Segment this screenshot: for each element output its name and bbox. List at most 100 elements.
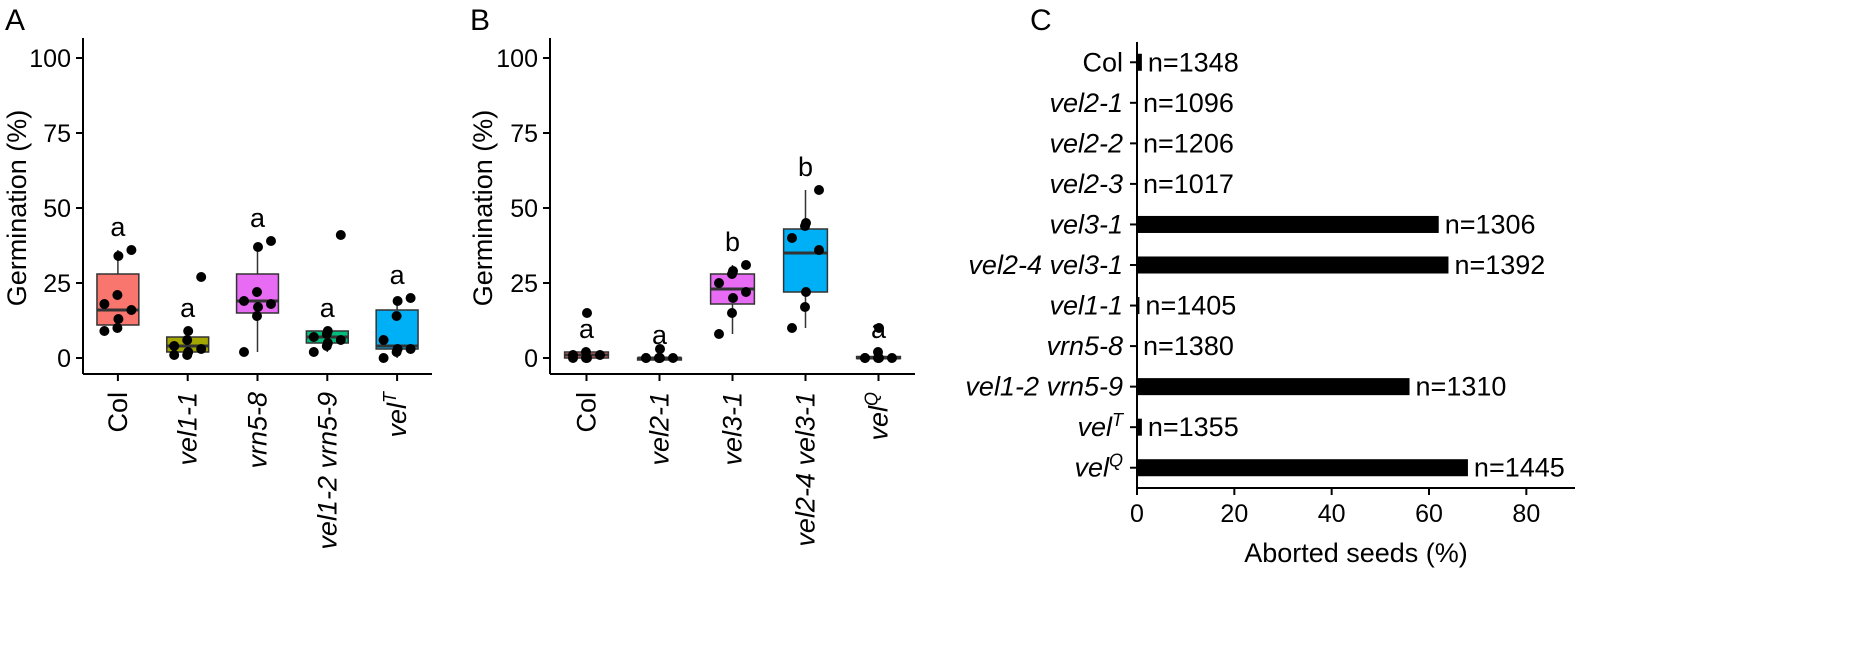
panel-a-y-tick-label: 25 — [43, 270, 71, 298]
panel-a-data-point — [113, 314, 124, 324]
panel-c-barchart: 0 20 40 60 80 Aborted seeds (%) Col n=1348 vel2-… — [965, 42, 1575, 568]
panel-b-data-point — [728, 266, 738, 276]
panel-a-boxplot: 0 25 50 75 100 Germination (%) a Col a vel1-1 a vrn… — [2, 38, 432, 550]
panel-a-data-point — [253, 242, 263, 252]
panel-b-data-point — [787, 323, 797, 333]
panel-a-data-point — [252, 311, 262, 321]
panel-b-data-point — [801, 287, 811, 297]
panel-a-y-tick-label: 75 — [43, 120, 71, 148]
panel-c-category: vel2-2 n=1206 — [1049, 128, 1233, 158]
panel-a-data-point — [378, 353, 389, 363]
panel-c-bar — [1137, 215, 1439, 233]
panel-a-data-point — [169, 350, 180, 360]
panel-letter-a: A — [5, 4, 25, 37]
panel-a-data-point — [126, 245, 137, 255]
panel-a-data-point — [308, 347, 319, 357]
panel-c-n-label: n=1096 — [1143, 88, 1234, 118]
panel-letter-b: B — [470, 4, 490, 37]
panel-c-y-tick-label: Col — [1082, 47, 1123, 77]
panel-a-data-point — [335, 230, 346, 240]
panel-a-data-point — [99, 299, 110, 309]
panel-a-data-point — [253, 302, 263, 312]
panel-c-category: velQ n=1445 — [1074, 451, 1564, 483]
panel-c-category: vel2-1 n=1096 — [1049, 88, 1233, 118]
panel-a-data-point — [112, 290, 123, 300]
panel-a-x-tick-label: vel1-1 — [173, 392, 203, 466]
panel-c-x-tick-label: 0 — [1130, 500, 1144, 528]
panel-a-y-axis-title: Germination (%) — [2, 110, 32, 307]
panel-c-n-label: n=1017 — [1143, 169, 1234, 199]
panel-c-y-tick-label: vel1-2 vrn5-9 — [965, 372, 1123, 402]
panel-c-n-label: n=1306 — [1445, 209, 1536, 239]
panel-b-group: a vel2-1 — [636, 320, 683, 466]
panel-a-group: a vel1-2 vrn5-9 — [305, 230, 349, 550]
panel-a-data-point — [126, 305, 137, 315]
panel-a-data-point — [252, 287, 262, 297]
panel-b-data-point — [581, 347, 591, 357]
panel-c-x-axis-title: Aborted seeds (%) — [1244, 538, 1468, 568]
panel-c-n-label: n=1380 — [1143, 331, 1234, 361]
panel-b-y-tick-label: 25 — [510, 270, 538, 298]
panel-b-significance-letter: b — [725, 227, 740, 257]
panel-b-data-point — [641, 353, 651, 363]
panel-a-data-point — [335, 335, 346, 345]
panel-b-data-point — [801, 218, 811, 228]
panel-b-boxplot: 0 25 50 75 100 Germination (%) a Col a vel2-1 b vel… — [468, 38, 915, 547]
panel-a-y-tick-label: 0 — [57, 345, 71, 373]
panel-c-bar — [1137, 378, 1410, 396]
panel-c-bar — [1137, 418, 1142, 436]
panel-b-data-point — [814, 185, 824, 195]
panel-b-data-point — [727, 308, 737, 318]
panel-b-x-tick-label: vel2-4 vel3-1 — [791, 392, 821, 547]
panel-a-x-tick-label: vel1-2 vrn5-9 — [312, 392, 342, 550]
panel-a-data-point — [99, 326, 110, 336]
panel-c-y-tick-label: velQ — [1074, 451, 1123, 483]
panel-b-data-point — [714, 329, 724, 339]
panel-c-n-label: n=1348 — [1148, 47, 1239, 77]
panel-c-y-tick-label: vel2-1 — [1049, 88, 1123, 118]
panel-c-n-label: n=1445 — [1474, 453, 1565, 483]
panel-a-data-point — [322, 326, 333, 336]
panel-c-category: vel1-2 vrn5-9 n=1310 — [965, 372, 1506, 402]
panel-b-data-point — [787, 233, 797, 243]
panel-a-data-point — [239, 296, 249, 306]
panel-a-y-tick-label: 50 — [43, 195, 71, 223]
panel-c-x-tick-label: 60 — [1415, 500, 1443, 528]
panel-b-group: a Col — [563, 308, 610, 433]
panel-b-y-tick-label: 0 — [524, 345, 538, 373]
panel-a-x-tick-label: vrn5-8 — [243, 392, 273, 469]
panel-a-data-point — [391, 311, 402, 321]
panel-b-x-tick-label: vel2-1 — [645, 392, 675, 466]
panel-c-y-tick-label: vel2-3 — [1049, 169, 1123, 199]
panel-a-data-point — [405, 293, 416, 303]
panel-c-category: vel3-1 n=1306 — [1049, 209, 1535, 239]
panel-b-group: b vel2-4 vel3-1 — [782, 152, 829, 547]
panel-a-data-point — [266, 299, 276, 309]
panel-a-x-tick-label: Col — [103, 392, 133, 433]
panel-c-bar — [1137, 53, 1142, 71]
panel-c-x-tick-label: 40 — [1318, 500, 1346, 528]
panel-a-x-tick-label: velT — [380, 390, 412, 438]
panel-c-category: Col n=1348 — [1082, 47, 1238, 77]
panel-a-data-point — [182, 335, 193, 345]
panel-b-data-point — [814, 245, 824, 255]
panel-a-data-point — [405, 344, 416, 354]
panel-b-data-point — [800, 302, 810, 312]
panel-c-bar — [1137, 459, 1468, 477]
panel-c-y-tick-label: vel3-1 — [1049, 209, 1123, 239]
panel-b-data-point — [655, 344, 665, 354]
panel-a-data-point — [112, 323, 123, 333]
panel-b-data-point — [873, 347, 883, 357]
panel-b-data-point — [595, 350, 605, 360]
panel-c-x-tick-label: 80 — [1512, 500, 1540, 528]
panel-c-y-tick-label: vel1-1 — [1049, 291, 1123, 321]
panel-b-y-tick-label: 75 — [510, 120, 538, 148]
panel-c-bar — [1137, 256, 1449, 274]
panel-b-data-point — [874, 323, 884, 333]
panel-c-category: vel2-4 vel3-1 n=1392 — [968, 250, 1545, 280]
panel-a-data-point — [392, 344, 403, 354]
panel-a-group: a vrn5-8 — [235, 203, 280, 469]
panel-a-data-point — [322, 338, 333, 348]
panel-a-data-point — [308, 332, 319, 342]
